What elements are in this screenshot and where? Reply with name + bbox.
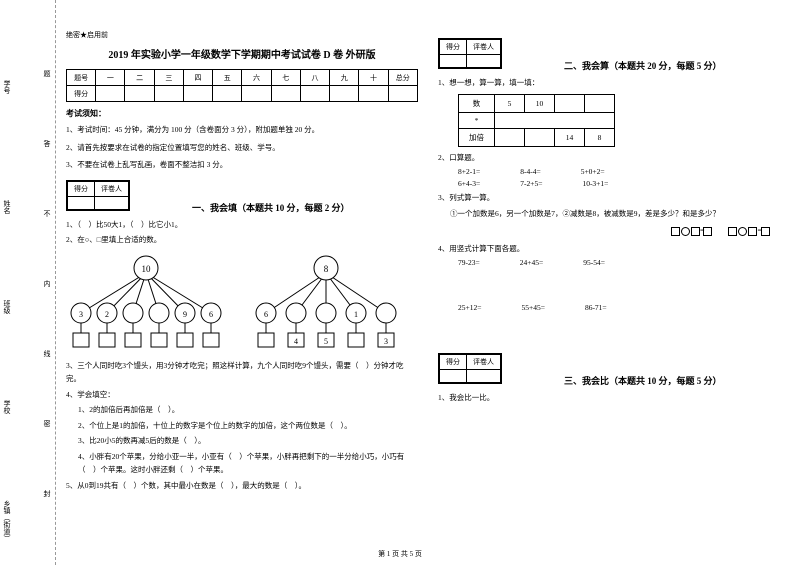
score-box: 得分评卷人 bbox=[438, 38, 502, 69]
binding-label: 乡镇（街道） bbox=[2, 500, 12, 542]
question: 1、（ ）比50大1，（ ）比它小1。 bbox=[66, 218, 418, 232]
svg-text:4: 4 bbox=[294, 337, 298, 346]
seal-mark: 封 bbox=[42, 490, 52, 497]
notice-item: 1、考试时间：45 分钟，满分为 100 分（含卷面分 3 分），附加题单独 2… bbox=[66, 123, 418, 137]
tree-2: 8 6 1 4 5 3 bbox=[246, 253, 406, 353]
svg-text:10: 10 bbox=[142, 264, 152, 274]
question: 1、想一想，算一算，填一填： bbox=[438, 76, 790, 90]
seal-mark: 密 bbox=[42, 420, 52, 427]
seal-mark: 内 bbox=[42, 280, 52, 287]
seal-mark: 不 bbox=[42, 210, 52, 217]
th: 八 bbox=[300, 70, 329, 86]
exam-title: 2019 年实验小学一年级数学下学期期中考试试卷 D 卷 外研版 bbox=[66, 46, 418, 61]
th: 五 bbox=[213, 70, 242, 86]
seal-mark: 题 bbox=[42, 70, 52, 77]
th: 四 bbox=[183, 70, 212, 86]
question: 1、我会比一比。 bbox=[438, 391, 790, 405]
sub-question: 4、小胖有20个苹果，分给小亚一半，小亚有（ ）个苹果，小胖再把剩下的一半分给小… bbox=[66, 450, 418, 477]
left-column: 绝密★启用前 2019 年实验小学一年级数学下学期期中考试试卷 D 卷 外研版 … bbox=[66, 30, 418, 555]
th: 题号 bbox=[67, 70, 96, 86]
section-title: 三、我会比（本题共 10 分，每题 5 分） bbox=[564, 374, 722, 387]
section-header: 得分评卷人 三、我会比（本题共 10 分，每题 5 分） bbox=[438, 353, 790, 387]
svg-text:6: 6 bbox=[264, 310, 268, 319]
answer-boxes: = = bbox=[438, 226, 790, 236]
th: 一 bbox=[96, 70, 125, 86]
calc-row: 6+4-3= 7-2+5= 10-3+1= bbox=[438, 179, 790, 188]
svg-text:6: 6 bbox=[209, 310, 213, 319]
seal-mark: 答 bbox=[42, 140, 52, 147]
section-title: 一、我会填（本题共 10 分，每题 2 分） bbox=[192, 201, 350, 214]
seal-mark: 线 bbox=[42, 350, 52, 357]
binding-label: 姓名 bbox=[2, 200, 12, 214]
sub-question: ①一个加数是6，另一个加数是7，②减数是8，被减数是9，差是多少？和是多少？ bbox=[438, 207, 790, 221]
score-box: 得分评卷人 bbox=[66, 180, 130, 211]
question: 2、口算题。 bbox=[438, 151, 790, 165]
sub-question: 3、比20小5的数再减5后的数是（ ）。 bbox=[66, 434, 418, 448]
svg-text:3: 3 bbox=[79, 310, 83, 319]
tree-1: 10 3 2 9 6 bbox=[66, 253, 226, 353]
binding-label: 学号 bbox=[2, 80, 12, 94]
svg-text:8: 8 bbox=[324, 264, 329, 274]
th: 七 bbox=[271, 70, 300, 86]
binding-label: 班级 bbox=[2, 300, 12, 314]
secret-label: 绝密★启用前 bbox=[66, 30, 418, 40]
svg-text:9: 9 bbox=[183, 310, 187, 319]
th: 三 bbox=[154, 70, 183, 86]
th: 十 bbox=[359, 70, 388, 86]
notice-item: 3、不要在试卷上乱写乱画，卷面不整洁扣 3 分。 bbox=[66, 158, 418, 172]
notice-item: 2、请首先按要求在试卷的指定位置填写您的姓名、班级、学号。 bbox=[66, 141, 418, 155]
svg-text:3: 3 bbox=[384, 337, 388, 346]
calc-row: 8+2-1= 8-4-4= 5+0+2= bbox=[438, 167, 790, 176]
th: 六 bbox=[242, 70, 271, 86]
svg-text:1: 1 bbox=[354, 310, 358, 319]
svg-text:5: 5 bbox=[324, 337, 328, 346]
sub-question: 1、2的加倍后再加倍是（ ）。 bbox=[66, 403, 418, 417]
tree-diagrams: 10 3 2 9 6 bbox=[66, 253, 418, 353]
question: 3、三个人同时吃3个馒头，用3分钟才吃完；照这样计算，九个人同时吃9个馒头，需要… bbox=[66, 359, 418, 386]
vertical-calc-row: 25+12= 55+45= 86-71= bbox=[438, 303, 790, 312]
vertical-calc-row: 79-23= 24+45= 95-54= bbox=[438, 258, 790, 267]
page-footer: 第 1 页 共 5 页 bbox=[0, 549, 800, 559]
content-area: 绝密★启用前 2019 年实验小学一年级数学下学期期中考试试卷 D 卷 外研版 … bbox=[56, 0, 800, 565]
binding-label: 学校 bbox=[2, 400, 12, 414]
th: 总分 bbox=[388, 70, 417, 86]
right-column: 得分评卷人 二、我会算（本题共 20 分，每题 5 分） 1、想一想，算一算，填… bbox=[438, 30, 790, 555]
sub-question: 2、个位上是1的加倍，十位上的数字是个位上的数字的加倍，这个两位数是（ ）。 bbox=[66, 419, 418, 433]
svg-text:2: 2 bbox=[105, 310, 109, 319]
page: 乡镇（街道） 学校 班级 姓名 学号 封 密 线 内 不 答 题 绝密★启用前 … bbox=[0, 0, 800, 565]
question: 5、从0到19共有（ ）个数，其中最小在数是（ ），最大的数是（ ）。 bbox=[66, 479, 418, 493]
binding-margin: 乡镇（街道） 学校 班级 姓名 学号 封 密 线 内 不 答 题 bbox=[0, 0, 56, 565]
notice-heading: 考试须知： bbox=[66, 108, 418, 119]
th: 二 bbox=[125, 70, 154, 86]
calc-table: 数 5 10 * 加倍 14 8 bbox=[458, 94, 615, 147]
section-header: 得分评卷人 一、我会填（本题共 10 分，每题 2 分） bbox=[66, 180, 418, 214]
score-box: 得分评卷人 bbox=[438, 353, 502, 384]
th: 九 bbox=[330, 70, 359, 86]
question: 3、列式算一算。 bbox=[438, 191, 790, 205]
section-header: 得分评卷人 二、我会算（本题共 20 分，每题 5 分） bbox=[438, 38, 790, 72]
section-title: 二、我会算（本题共 20 分，每题 5 分） bbox=[564, 59, 722, 72]
question: 4、用竖式计算下面各题。 bbox=[438, 242, 790, 256]
question: 4、学会填空： bbox=[66, 388, 418, 402]
score-table: 题号 一 二 三 四 五 六 七 八 九 十 总分 得分 bbox=[66, 69, 418, 102]
question: 2、在○、□里填上合适的数。 bbox=[66, 233, 418, 247]
td: 得分 bbox=[67, 86, 96, 102]
